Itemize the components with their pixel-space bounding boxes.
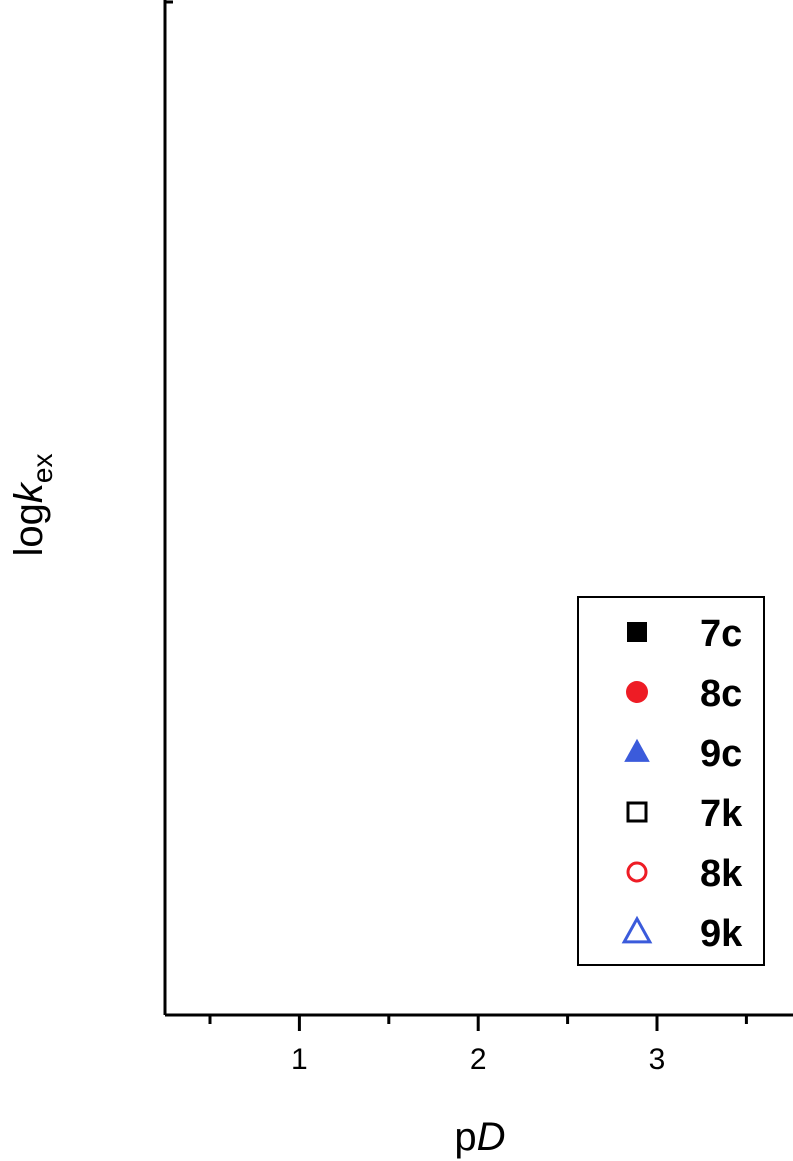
axes: -3.5-4.0-4.5-5.0-5.5-6.0-6.5123 xyxy=(163,0,793,1076)
legend-label-8k: 8k xyxy=(700,853,743,895)
legend-label-7c: 7c xyxy=(700,613,742,655)
legend-marker-8c xyxy=(626,681,648,703)
legend-marker-7k xyxy=(626,801,648,823)
legend-label-8c: 8c xyxy=(700,673,742,715)
legend: 7c 8c 9c 7k 8k 9k xyxy=(577,596,765,966)
x-tick-label: 3 xyxy=(649,1043,666,1076)
x-axis-title: pD xyxy=(454,1115,505,1159)
y-axis-title: logkex xyxy=(7,454,58,557)
legend-marker-8k xyxy=(626,861,648,883)
x-tick-label: 2 xyxy=(470,1043,487,1076)
x-tick-label: 1 xyxy=(291,1043,308,1076)
legend-label-9k: 9k xyxy=(700,913,743,955)
legend-label-9c: 9c xyxy=(700,733,742,775)
legend-marker-9c xyxy=(624,738,650,762)
legend-marker-9k xyxy=(621,915,653,944)
legend-marker-7c xyxy=(627,622,647,642)
legend-label-7k: 7k xyxy=(700,793,743,835)
legend-box xyxy=(577,596,765,966)
